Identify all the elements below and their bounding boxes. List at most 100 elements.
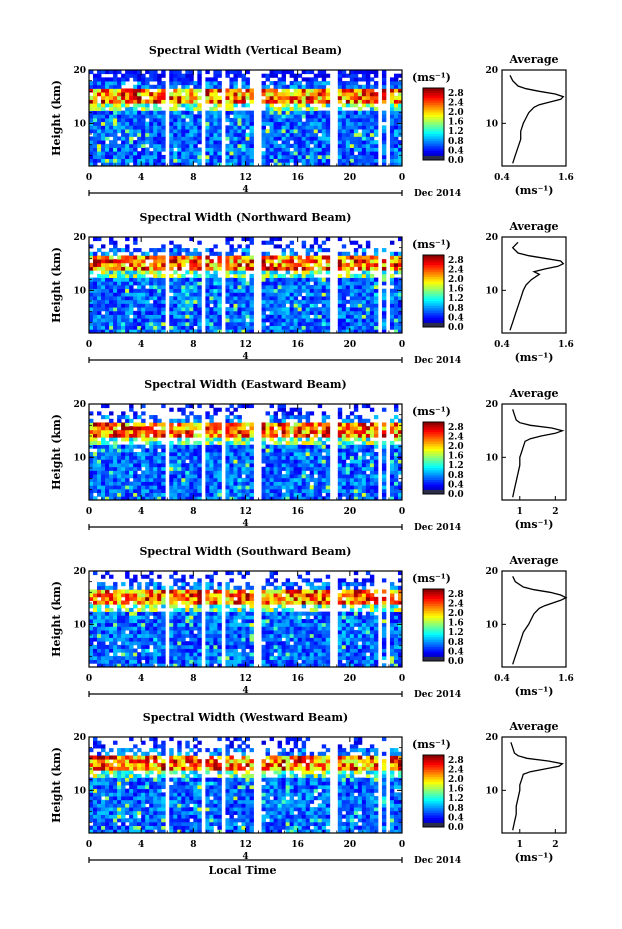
heatmap-cell — [249, 266, 254, 271]
heatmap-cell — [281, 329, 287, 334]
heatmap-cell — [281, 404, 287, 409]
heatmap-cell — [205, 136, 210, 141]
heatmap-cell — [101, 147, 106, 152]
heatmap-cell — [293, 440, 299, 446]
heatmap-cell — [381, 426, 387, 431]
heatmap-cell — [357, 281, 363, 286]
heatmap-cell — [237, 244, 242, 249]
heatmap-cell — [141, 147, 146, 152]
heatmap-cell — [389, 143, 395, 148]
heatmap-cell — [397, 470, 403, 475]
heatmap-cell — [285, 158, 291, 163]
heatmap-cell — [269, 158, 274, 163]
heatmap-cell — [97, 296, 102, 301]
heatmap-cell — [393, 459, 399, 464]
heatmap-cell — [177, 466, 182, 471]
heatmap-cell — [237, 143, 242, 148]
heatmap-cell — [237, 132, 242, 137]
heatmap-cell — [193, 463, 198, 468]
heatmap-cell — [133, 125, 138, 130]
heatmap-cell — [161, 492, 166, 497]
heatmap-cell — [309, 426, 315, 431]
heatmap-cell — [305, 95, 311, 100]
heatmap-cell — [285, 92, 291, 97]
heatmap-cell — [285, 151, 291, 156]
heatmap-cell — [265, 266, 270, 271]
heatmap-cell — [301, 154, 307, 160]
average-y-tick-label: 20 — [485, 233, 498, 243]
heatmap-cell — [261, 285, 266, 290]
heatmap-cell — [169, 433, 174, 438]
heatmap-cell — [97, 77, 102, 82]
heatmap-cell — [373, 259, 379, 264]
heatmap-cell — [93, 466, 98, 471]
heatmap-cell — [233, 110, 238, 115]
heatmap-cell — [249, 426, 254, 431]
heatmap-cell — [349, 281, 355, 286]
heatmap-cell — [277, 329, 283, 334]
heatmap-cell — [213, 448, 218, 453]
heatmap-cell — [365, 310, 371, 315]
heatmap-cell — [337, 81, 343, 86]
heatmap-cell — [97, 285, 102, 290]
heatmap-cell — [281, 307, 287, 312]
heatmap-cell — [177, 318, 182, 323]
heatmap-cell — [97, 325, 102, 330]
y-axis-label: Height (km) — [50, 414, 63, 490]
heatmap-cell — [365, 121, 371, 126]
heatmap-cell — [233, 292, 238, 297]
heatmap-cell — [321, 318, 327, 323]
colorbar-swatch — [423, 303, 444, 306]
heatmap-cell — [269, 136, 274, 141]
heatmap-cell — [197, 129, 202, 134]
heatmap-cell — [205, 270, 210, 275]
heatmap-cell — [213, 136, 218, 141]
heatmap-cell — [341, 259, 347, 264]
heatmap-cell — [205, 151, 210, 156]
heatmap-cell — [141, 273, 146, 279]
x-tick-label: 0 — [399, 507, 405, 517]
heatmap-cell — [129, 114, 134, 119]
heatmap-cell — [357, 422, 363, 427]
heatmap-cell — [393, 426, 399, 431]
heatmap-cell — [225, 285, 230, 290]
heatmap-cell — [105, 118, 110, 123]
heatmap-cell — [341, 92, 347, 97]
heatmap-cell — [89, 299, 94, 304]
heatmap-cell — [261, 92, 266, 97]
heatmap-cell — [365, 110, 371, 115]
heatmap-cell — [205, 429, 210, 434]
heatmap-cell — [121, 270, 126, 275]
heatmap-cell — [269, 292, 274, 297]
heatmap-cell — [285, 314, 291, 319]
heatmap-cell — [293, 73, 299, 78]
heatmap-cell — [397, 262, 403, 267]
heatmap-cell — [273, 418, 279, 423]
heatmap-cell — [249, 262, 254, 267]
heatmap-cell — [313, 296, 319, 301]
heatmap-cell — [97, 273, 102, 279]
heatmap-cell — [361, 99, 367, 104]
heatmap-cell — [373, 277, 379, 282]
heatmap-cell — [233, 285, 238, 290]
heatmap-cell — [113, 114, 118, 119]
heatmap-cell — [117, 318, 122, 323]
heatmap-cell — [149, 296, 154, 301]
heatmap-cell — [281, 496, 287, 501]
heatmap-cell — [229, 459, 234, 464]
heatmap-cell — [189, 481, 194, 486]
heatmap-cell — [289, 318, 295, 323]
heatmap-cell — [313, 73, 319, 78]
heatmap-cell — [145, 106, 150, 112]
heatmap-cell — [177, 470, 182, 475]
heatmap-cell — [309, 455, 315, 460]
heatmap-cell — [145, 292, 150, 297]
colorbar-swatch — [423, 104, 444, 108]
heatmap-cell — [213, 132, 218, 137]
heatmap-cell — [289, 325, 295, 330]
heatmap-cell — [145, 266, 150, 271]
heatmap-cell — [361, 455, 367, 460]
heatmap-cell — [305, 84, 311, 89]
heatmap-cell — [185, 463, 190, 468]
heatmap-cell — [229, 77, 234, 82]
